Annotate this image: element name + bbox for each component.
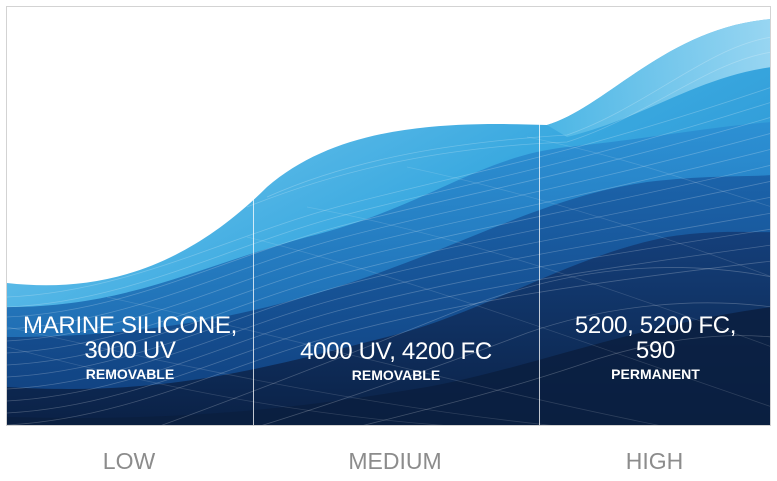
wave-graphic bbox=[7, 19, 770, 425]
level-high: HIGH bbox=[625, 448, 684, 474]
strength-level-row: LOW MEDIUM HIGH bbox=[0, 448, 777, 478]
panel-low-kind: REMOVABLE bbox=[85, 366, 175, 383]
panel-low-product-line2: 3000 UV bbox=[84, 337, 176, 365]
wave-panel-frame: MARINE SILICONE, 3000 UV REMOVABLE 4000 … bbox=[6, 6, 771, 426]
panel-low-label: MARINE SILICONE, 3000 UV REMOVABLE bbox=[7, 313, 253, 382]
panel-medium-label: 4000 UV, 4200 FC REMOVABLE bbox=[253, 339, 539, 383]
panel-high-label: 5200, 5200 FC, 590 PERMANENT bbox=[539, 312, 770, 383]
level-medium: MEDIUM bbox=[348, 448, 442, 474]
highlight-wave-layer bbox=[547, 19, 770, 137]
panel-high-product-line1: 5200, 5200 FC, bbox=[574, 312, 737, 339]
panel-medium-kind: REMOVABLE bbox=[351, 367, 441, 384]
panel-medium-product: 4000 UV, 4200 FC bbox=[300, 338, 492, 365]
panel-low-product-line1: MARINE SILICONE, bbox=[23, 312, 237, 339]
panel-high-product-line2: 590 bbox=[635, 337, 676, 365]
wave-line-texture bbox=[7, 36, 770, 425]
darkest-wave-layer bbox=[7, 307, 770, 425]
panel-high-kind: PERMANENT bbox=[611, 366, 700, 383]
divider-medium-high bbox=[539, 7, 540, 425]
divider-low-medium bbox=[253, 7, 254, 425]
wave-cross-texture bbox=[7, 136, 770, 425]
level-low: LOW bbox=[102, 448, 156, 474]
